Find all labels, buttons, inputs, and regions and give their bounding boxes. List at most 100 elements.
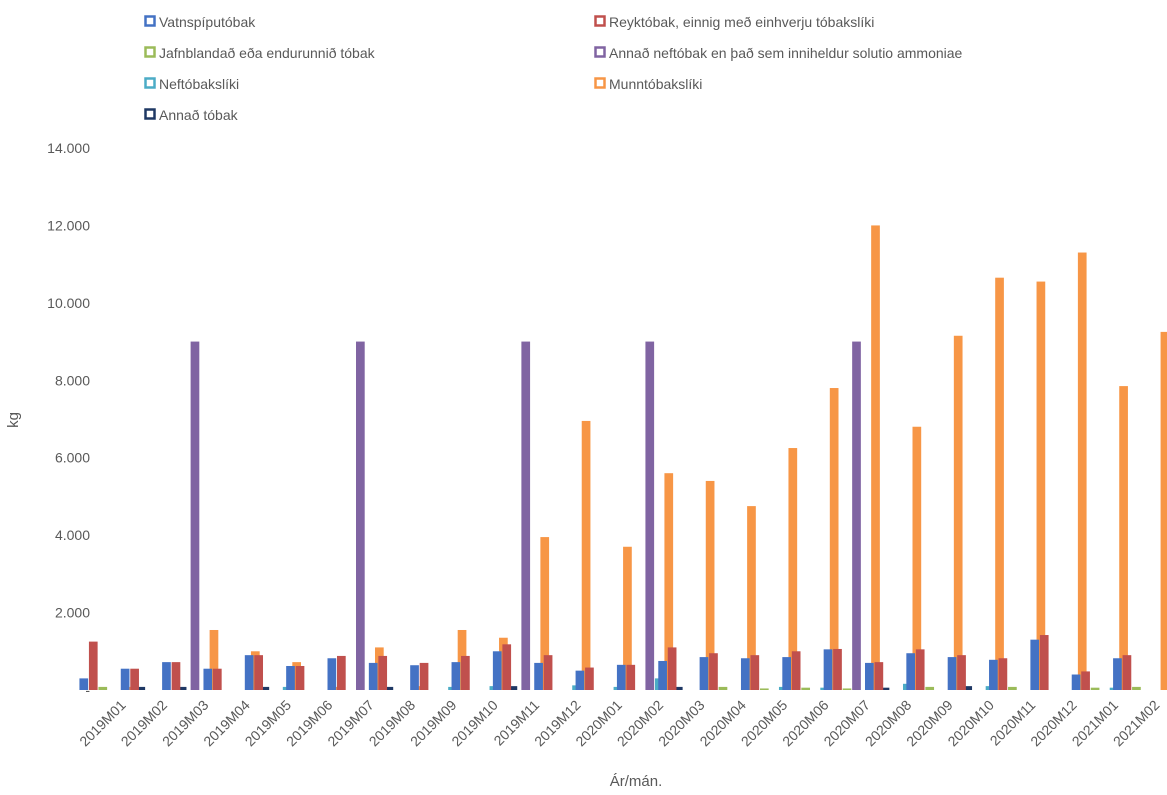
bar-munntobaksliki <box>664 473 674 690</box>
legend-item-jafnblandad-eda-endurunnid-tobak: Jafnblandað eða endurunnið tóbak <box>144 45 376 61</box>
bar-reyktobak-einnig-med-einhverju-tobaksliki <box>88 641 98 690</box>
bar-vatnspiputobak <box>162 662 171 690</box>
bar-munntobaksliki <box>1036 281 1046 690</box>
bar-annad-tobak <box>673 686 683 690</box>
bar-group-2019m03 <box>162 341 219 690</box>
legend-swatch <box>144 108 156 120</box>
bar-jafnblandad-eda-endurunnid-tobak <box>801 687 811 690</box>
legend-item-annad-neftobak-en-thad-sem-inniheldur-solutio-ammoniae: Annað neftóbak en það sem inniheldur sol… <box>594 45 963 61</box>
legend-swatch <box>144 15 156 27</box>
bar-munntobaksliki <box>995 277 1004 690</box>
bar-reyktobak-einnig-med-einhverju-tobaksliki <box>419 662 429 690</box>
legend-item-munntobaksliki: Munntóbakslíki <box>594 76 702 92</box>
bar-reyktobak-einnig-med-einhverju-tobaksliki <box>998 658 1008 690</box>
bar-reyktobak-einnig-med-einhverju-tobaksliki <box>791 651 801 690</box>
bar-jafnblandad-eda-endurunnid-tobak <box>98 686 108 690</box>
bar-munntobaksliki <box>1160 331 1167 690</box>
bar-group-2020m04 <box>699 506 756 690</box>
legend-label: Munntóbakslíki <box>609 76 702 92</box>
bar-vatnspiputobak <box>1113 658 1122 690</box>
bar-group-2020m12 <box>1030 252 1087 690</box>
bar-vatnspiputobak <box>989 659 998 690</box>
bar-group-2020m07 <box>823 225 890 690</box>
bar-group-2019m07 <box>327 341 394 690</box>
bar-reyktobak-einnig-med-einhverju-tobaksliki <box>212 668 222 690</box>
bar-reyktobak-einnig-med-einhverju-tobaksliki <box>833 648 842 690</box>
bar-annad-tobak <box>384 686 394 690</box>
x-axis: 2019M012019M022019M032019M042019M052019M… <box>76 697 1162 750</box>
bar-vatnspiputobak <box>286 665 295 690</box>
bar-reyktobak-einnig-med-einhverju-tobaksliki <box>378 655 388 690</box>
bar-munntobaksliki <box>829 388 839 690</box>
y-tick-label: 12.000 <box>47 217 90 233</box>
bar-reyktobak-einnig-med-einhverju-tobaksliki <box>543 655 553 690</box>
bar-vatnspiputobak <box>203 668 213 690</box>
bar-reyktobak-einnig-med-einhverju-tobaksliki <box>915 649 925 690</box>
bar-munntobaksliki <box>581 420 591 690</box>
bar-vatnspiputobak <box>534 662 543 690</box>
bar-jafnblandad-eda-endurunnid-tobak <box>759 688 769 690</box>
bar-reyktobak-einnig-med-einhverju-tobaksliki <box>130 668 139 690</box>
bar-vatnspiputobak <box>906 653 916 690</box>
bar-munntobaksliki <box>1119 386 1128 690</box>
bar-vatnspiputobak <box>575 670 585 690</box>
bar-vatnspiputobak <box>782 657 792 690</box>
bar-reyktobak-einnig-med-einhverju-tobaksliki <box>502 644 512 690</box>
bar-munntobaksliki <box>540 537 550 690</box>
bar-vatnspiputobak <box>492 651 502 690</box>
bar-annad-tobak <box>880 687 890 690</box>
bar-group-2020m11 <box>989 281 1046 690</box>
legend-label: Jafnblandað eða endurunnið tóbak <box>159 45 376 61</box>
bar-reyktobak-einnig-med-einhverju-tobaksliki <box>957 655 966 690</box>
bars <box>79 225 1167 690</box>
bar-munntobaksliki <box>747 506 756 690</box>
bar-munntobaksliki <box>953 335 963 690</box>
bar-vatnspiputobak <box>740 658 750 690</box>
bar-annad-tobak <box>136 686 146 690</box>
bar-group-2020m09 <box>906 335 973 690</box>
legend-item-annad-tobak: Annað tóbak <box>144 107 239 123</box>
y-tick-label: 2.000 <box>55 605 90 621</box>
bar-group-2019m11 <box>492 341 550 690</box>
bar-munntobaksliki <box>871 225 880 690</box>
bar-vatnspiputobak <box>244 655 254 690</box>
bar-vatnspiputobak <box>451 662 461 690</box>
bar-munntobaksliki <box>788 448 798 690</box>
bar-munntobaksliki <box>209 629 219 690</box>
bar-munntobaksliki <box>705 480 715 690</box>
bar-jafnblandad-eda-endurunnid-tobak <box>1132 686 1141 690</box>
legend-swatch <box>144 77 156 89</box>
bar-vatnspiputobak <box>120 668 130 690</box>
y-tick-label: 10.000 <box>47 295 90 311</box>
legend-item-reyktobak-einnig-med-einhverju-tobaksliki: Reyktóbak, einnig með einhverju tóbakslí… <box>594 14 874 30</box>
legend-item-neftobaksliki: Neftóbakslíki <box>144 76 239 92</box>
bar-annad-neftobak-en-thad-sem-inniheldur-solutio-ammoniae <box>190 341 200 690</box>
bar-reyktobak-einnig-med-einhverju-tobaksliki <box>667 647 677 690</box>
bar-vatnspiputobak <box>1030 639 1040 690</box>
bar-group-2021m02 <box>1113 331 1167 690</box>
bar-reyktobak-einnig-med-einhverju-tobaksliki <box>874 662 884 690</box>
bar-vatnspiputobak <box>368 662 378 690</box>
legend-label: Reyktóbak, einnig með einhverju tóbakslí… <box>609 14 874 30</box>
bar-vatnspiputobak <box>327 658 337 690</box>
bar-jafnblandad-eda-endurunnid-tobak <box>1090 687 1100 690</box>
bar-reyktobak-einnig-med-einhverju-tobaksliki <box>171 662 181 690</box>
legend-label: Neftóbakslíki <box>159 76 239 92</box>
bar-annad-tobak <box>508 686 518 690</box>
bar-jafnblandad-eda-endurunnid-tobak <box>842 688 852 690</box>
bar-group-2019m02 <box>120 668 187 690</box>
bar-group-2020m03 <box>658 480 715 690</box>
x-tick-label: 2019M10 <box>448 697 501 750</box>
bar-vatnspiputobak <box>616 664 626 690</box>
legend-label: Vatnspíputóbak <box>159 14 256 30</box>
bar-munntobaksliki <box>1077 252 1087 690</box>
y-tick-label: 6.000 <box>55 450 90 466</box>
bar-annad-neftobak-en-thad-sem-inniheldur-solutio-ammoniae <box>356 341 365 690</box>
bar-munntobaksliki <box>912 426 922 690</box>
bar-annad-tobak <box>963 686 973 690</box>
bar-reyktobak-einnig-med-einhverju-tobaksliki <box>254 655 264 690</box>
legend-swatch <box>144 46 156 58</box>
